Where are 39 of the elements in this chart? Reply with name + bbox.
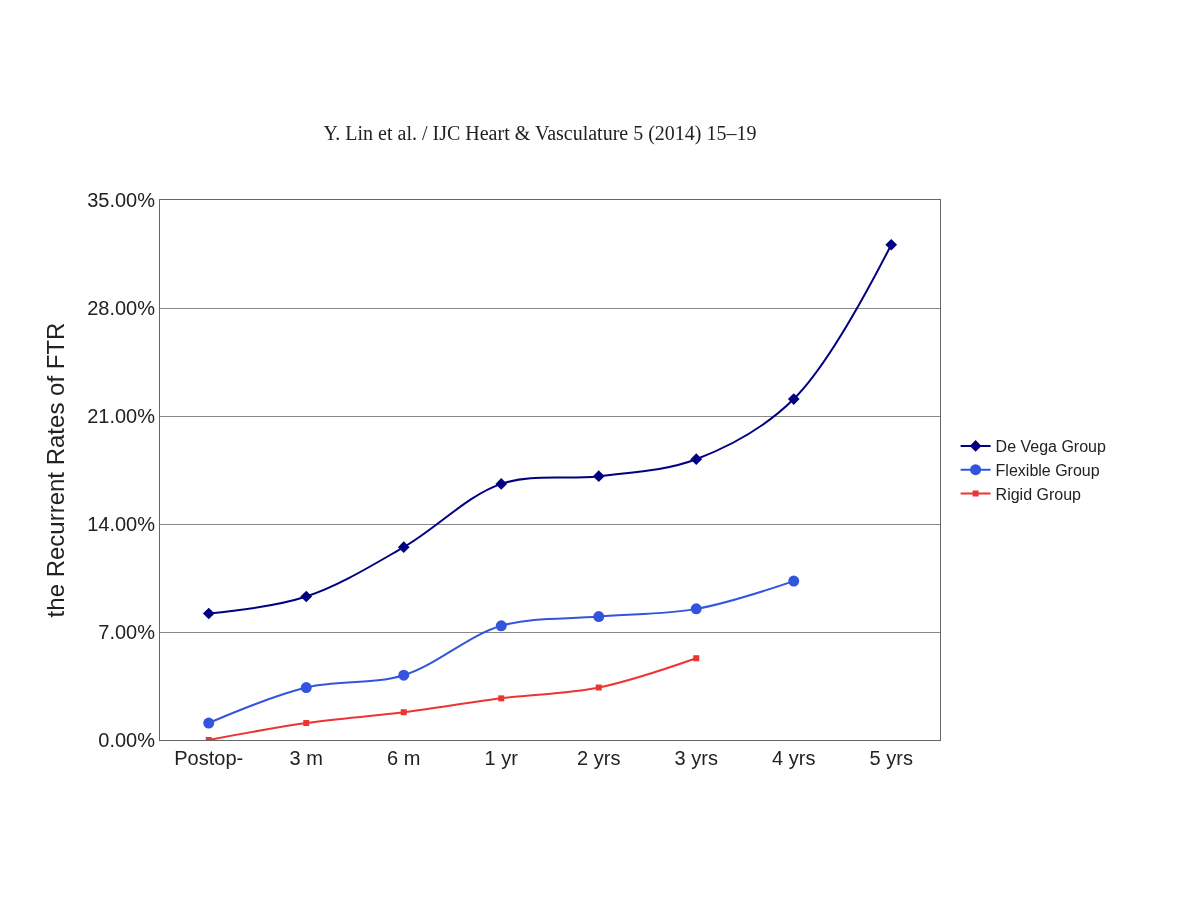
x-tick-label: Postop-: [174, 747, 244, 769]
point: [595, 684, 602, 691]
y-tick-label: 35.00%: [87, 189, 156, 211]
point: [787, 393, 800, 405]
point: [885, 238, 898, 251]
point: [693, 655, 700, 662]
x-tick-label: 5 yrs: [869, 747, 913, 769]
y-tick-label: 28.00%: [87, 297, 156, 319]
point: [303, 720, 310, 727]
point: [690, 603, 702, 615]
point: [592, 470, 605, 483]
point: [398, 669, 410, 681]
point: [400, 709, 407, 716]
x-tick-label: 1 yr: [484, 747, 519, 769]
point: [788, 575, 800, 587]
y-tick-label: 7.00%: [98, 621, 156, 643]
point: [300, 590, 313, 603]
point: [495, 478, 508, 490]
legend-label: Rigid Group: [995, 485, 1082, 503]
x-tick-label: 2 yrs: [577, 747, 621, 769]
point: [593, 611, 605, 623]
y-tick-label: 0.00%: [98, 729, 156, 751]
x-tick-label: 4 yrs: [772, 747, 816, 769]
x-tick-label: 6 m: [387, 747, 421, 769]
legend-label: De Vega Group: [995, 438, 1106, 456]
point: [203, 717, 215, 729]
y-axis-title: the Recurrent Rates of FTR: [42, 322, 70, 618]
y-tick-label: 14.00%: [87, 513, 156, 535]
y-tick-label: 21.00%: [87, 405, 156, 427]
point: [495, 620, 507, 632]
x-tick-label: 3 m: [289, 747, 323, 769]
point: [300, 682, 312, 694]
legend-label: Flexible Group: [995, 461, 1100, 479]
point: [397, 541, 410, 553]
x-tick-label: 3 yrs: [674, 747, 718, 769]
point: [690, 453, 703, 466]
chart-subtitle: Y. Lin et al. / IJC Heart & Vasculature 5 (2014) 15–19: [323, 122, 757, 145]
point: [202, 607, 215, 620]
point: [498, 695, 505, 702]
